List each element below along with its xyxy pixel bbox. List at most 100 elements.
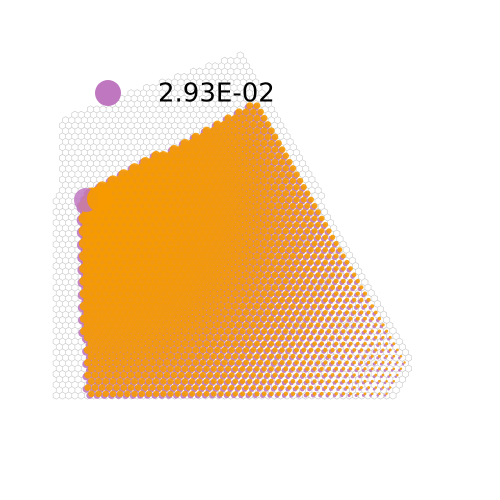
- marker: [286, 246, 293, 253]
- marker: [319, 291, 325, 297]
- marker: [148, 333, 157, 342]
- marker: [355, 291, 360, 296]
- marker: [294, 334, 300, 341]
- marker: [134, 371, 142, 379]
- marker: [235, 145, 243, 154]
- marker: [279, 359, 285, 366]
- marker: [249, 195, 258, 204]
- marker: [275, 265, 282, 272]
- marker: [83, 307, 93, 317]
- marker: [282, 177, 290, 185]
- marker: [337, 297, 343, 303]
- marker: [246, 252, 254, 260]
- marker: [308, 360, 314, 365]
- marker: [271, 309, 279, 316]
- marker: [257, 145, 265, 154]
- marker: [246, 227, 254, 235]
- marker: [268, 366, 274, 372]
- marker: [228, 296, 236, 304]
- marker: [238, 227, 247, 235]
- marker: [145, 327, 153, 336]
- marker: [238, 189, 247, 198]
- marker: [334, 392, 338, 396]
- marker: [246, 239, 254, 248]
- marker: [290, 315, 296, 322]
- marker: [109, 352, 117, 361]
- marker: [227, 258, 236, 267]
- marker: [344, 310, 350, 315]
- marker: [275, 240, 282, 247]
- marker: [138, 365, 146, 373]
- marker: [249, 283, 257, 291]
- marker: [344, 272, 350, 278]
- marker: [290, 290, 296, 297]
- marker: [231, 126, 240, 135]
- marker: [399, 354, 403, 358]
- marker: [231, 264, 240, 273]
- marker: [214, 346, 221, 354]
- marker: [300, 184, 307, 191]
- marker: [235, 170, 243, 179]
- marker: [341, 316, 346, 321]
- marker: [264, 221, 272, 229]
- marker: [169, 283, 179, 292]
- marker: [227, 158, 236, 166]
- marker: [91, 358, 99, 367]
- marker: [213, 120, 222, 129]
- marker: [242, 145, 250, 154]
- marker: [138, 390, 146, 398]
- marker: [260, 214, 268, 222]
- marker: [202, 251, 211, 261]
- marker: [319, 366, 324, 371]
- marker: [216, 139, 226, 148]
- marker: [232, 365, 239, 372]
- marker: [385, 392, 388, 396]
- marker: [228, 334, 236, 341]
- marker: [94, 365, 103, 373]
- marker: [356, 379, 360, 383]
- marker: [370, 316, 375, 321]
- marker: [239, 378, 246, 385]
- marker: [236, 384, 242, 391]
- marker: [152, 377, 160, 385]
- marker: [246, 152, 254, 160]
- marker: [286, 322, 293, 328]
- marker: [87, 365, 96, 373]
- marker: [119, 346, 128, 354]
- marker: [231, 302, 239, 310]
- marker: [261, 353, 267, 360]
- marker: [218, 391, 224, 397]
- marker: [196, 365, 203, 372]
- marker: [213, 283, 222, 292]
- marker: [246, 264, 254, 273]
- marker: [203, 378, 210, 385]
- marker: [91, 346, 99, 354]
- marker: [153, 390, 160, 397]
- marker: [227, 195, 236, 204]
- marker: [159, 314, 168, 323]
- marker: [260, 290, 268, 297]
- marker: [363, 341, 367, 346]
- marker: [311, 253, 318, 259]
- marker: [359, 386, 363, 390]
- marker: [304, 215, 311, 222]
- marker: [94, 314, 103, 323]
- marker: [275, 277, 282, 285]
- marker: [370, 379, 374, 383]
- marker: [246, 164, 254, 173]
- marker: [323, 347, 328, 353]
- marker: [326, 366, 332, 371]
- marker: [396, 373, 399, 377]
- marker: [283, 353, 289, 359]
- marker: [322, 234, 329, 240]
- marker: [327, 392, 331, 396]
- marker: [297, 315, 303, 322]
- marker: [177, 295, 186, 304]
- marker: [253, 302, 261, 310]
- marker: [250, 334, 257, 341]
- marker: [231, 214, 240, 223]
- marker: [191, 308, 200, 317]
- marker: [220, 296, 229, 304]
- marker: [235, 158, 243, 166]
- marker: [330, 335, 335, 340]
